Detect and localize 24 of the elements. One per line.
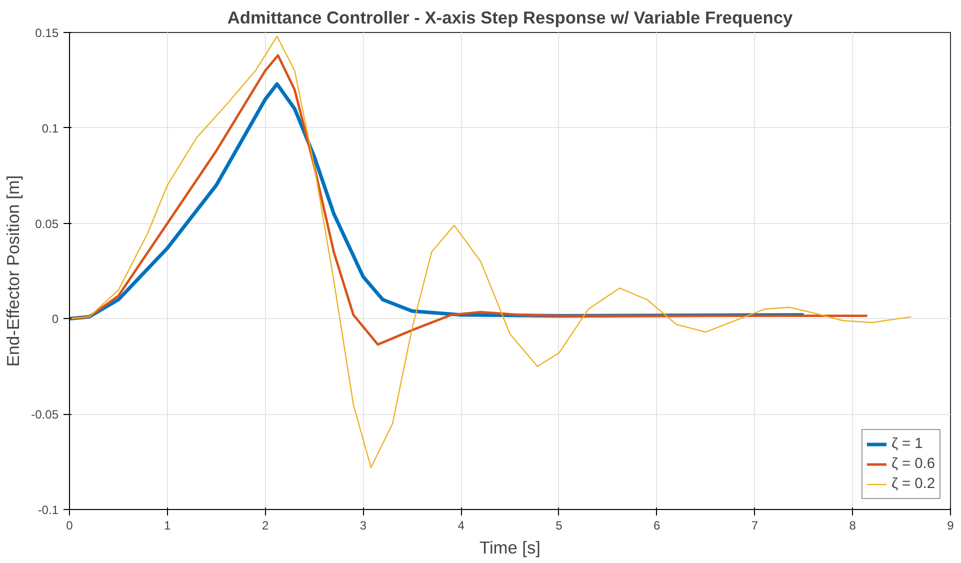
y-tick-label: 0 — [52, 312, 59, 326]
y-tick-label: -0.1 — [38, 503, 59, 517]
x-tick-label: 6 — [653, 518, 660, 532]
y-tick-label: 0.1 — [42, 121, 59, 136]
y-tick-label: 0.05 — [35, 216, 59, 231]
legend-label: ζ = 0.2 — [891, 476, 935, 492]
x-tick-label: 3 — [360, 518, 367, 532]
y-tick-label: 0.15 — [35, 26, 59, 40]
line-series — [70, 36, 912, 468]
y-tick-label: -0.05 — [31, 408, 59, 422]
x-tick-label: 5 — [556, 518, 563, 532]
x-tick-label: 1 — [164, 518, 172, 532]
x-axis-title: Time [s] — [480, 538, 540, 558]
x-tick-label: 0 — [66, 518, 74, 532]
x-tick-label: 7 — [751, 518, 758, 532]
x-tick-label: 8 — [849, 518, 856, 532]
line-series — [70, 54, 868, 346]
x-tick-label: 9 — [947, 518, 954, 532]
x-tick-label: 4 — [458, 518, 465, 532]
x-tick-label: 2 — [262, 518, 269, 532]
y-axis-title: End-Effector Position [m] — [3, 175, 24, 367]
legend-label: ζ = 0.6 — [891, 456, 935, 472]
legend-label: ζ = 1 — [891, 436, 923, 452]
chart-title: Admittance Controller - X-axis Step Response w/ Variable Frequency — [227, 8, 793, 28]
